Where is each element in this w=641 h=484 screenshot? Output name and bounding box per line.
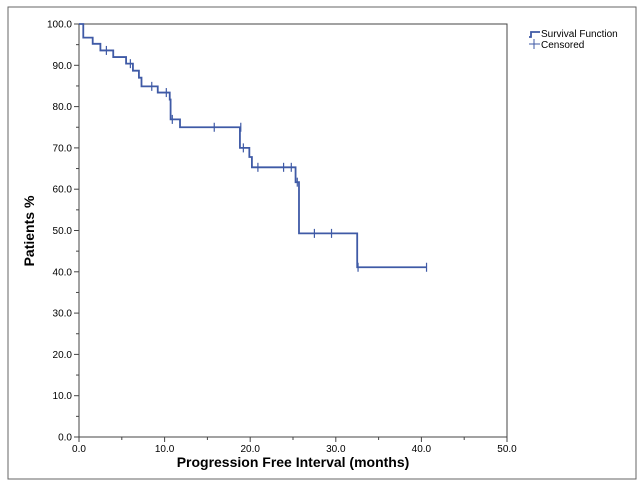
legend: Survival Function Censored bbox=[529, 29, 618, 51]
x-tick-label: 30.0 bbox=[326, 444, 346, 455]
y-tick-label: 40.0 bbox=[53, 267, 73, 278]
survival-function-line bbox=[79, 23, 427, 269]
x-tick-label: 40.0 bbox=[412, 444, 432, 455]
y-tick-label: 80.0 bbox=[53, 102, 73, 113]
x-axis-title: Progression Free Interval (months) bbox=[177, 454, 410, 470]
y-tick-label: 90.0 bbox=[53, 61, 73, 72]
x-axis: 0.0 10.0 20.0 30.0 40.0 50.0 bbox=[72, 437, 517, 455]
legend-censored-label: Censored bbox=[541, 40, 584, 51]
x-tick-label: 0.0 bbox=[72, 444, 86, 455]
legend-survival-label: Survival Function bbox=[541, 29, 618, 40]
figure-border bbox=[7, 6, 637, 480]
y-tick-label: 60.0 bbox=[53, 185, 73, 196]
y-tick-label: 0.0 bbox=[58, 433, 72, 444]
legend-survival-swatch bbox=[529, 31, 540, 38]
x-tick-label: 10.0 bbox=[155, 444, 175, 455]
censor-layer bbox=[105, 45, 428, 272]
y-axis: 0.0 10.0 20.0 30.0 40.0 50.0 60.0 70.0 80.0 90.0 1… bbox=[47, 20, 79, 444]
x-tick-label: 20.0 bbox=[240, 444, 260, 455]
x-tick-label: 50.0 bbox=[497, 444, 517, 455]
y-axis-title: Patients % bbox=[21, 195, 37, 266]
y-tick-label: 10.0 bbox=[53, 391, 73, 402]
y-tick-label: 100.0 bbox=[47, 20, 72, 31]
y-tick-label: 20.0 bbox=[53, 350, 73, 361]
y-tick-label: 30.0 bbox=[53, 309, 73, 320]
y-tick-label: 70.0 bbox=[53, 143, 73, 154]
y-tick-label: 50.0 bbox=[53, 226, 73, 237]
series-layer bbox=[79, 23, 427, 269]
